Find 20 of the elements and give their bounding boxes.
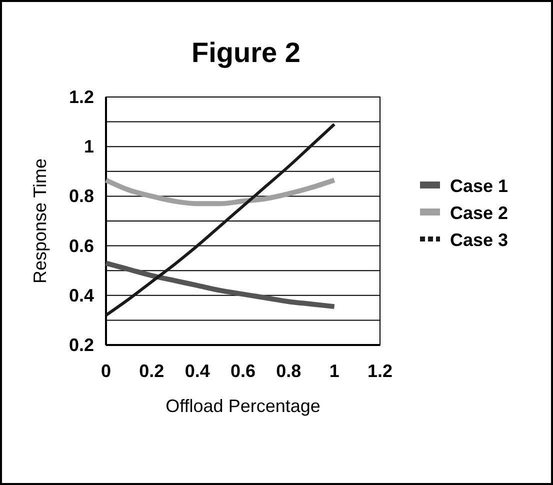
y-tick-label: 1	[84, 136, 94, 157]
x-tick-label: 0.4	[184, 361, 210, 381]
x-tick-label: 1.2	[367, 361, 393, 381]
x-tick-label: 0.6	[230, 361, 256, 381]
x-tick-label: 1	[329, 361, 340, 381]
x-tick-label: 0.2	[139, 361, 164, 381]
legend-label: Case 2	[450, 203, 508, 223]
y-tick-label: 0.4	[68, 285, 94, 306]
legend-label: Case 1	[450, 176, 508, 196]
y-tick-label: 0.2	[68, 335, 94, 355]
y-tick-label: 1.2	[68, 87, 94, 107]
x-tick-label: 0	[100, 361, 112, 381]
y-axis-title: Response Time	[30, 158, 50, 284]
line-series	[104, 122, 336, 317]
y-tick-label: 0.6	[68, 236, 94, 256]
x-tick-label: 0.8	[276, 361, 302, 381]
x-axis-title: Offload Percentage	[166, 396, 320, 416]
chart-title: Figure 2	[192, 37, 300, 68]
legend-label: Case 3	[450, 230, 508, 250]
y-tick-label: 0.8	[68, 186, 94, 206]
